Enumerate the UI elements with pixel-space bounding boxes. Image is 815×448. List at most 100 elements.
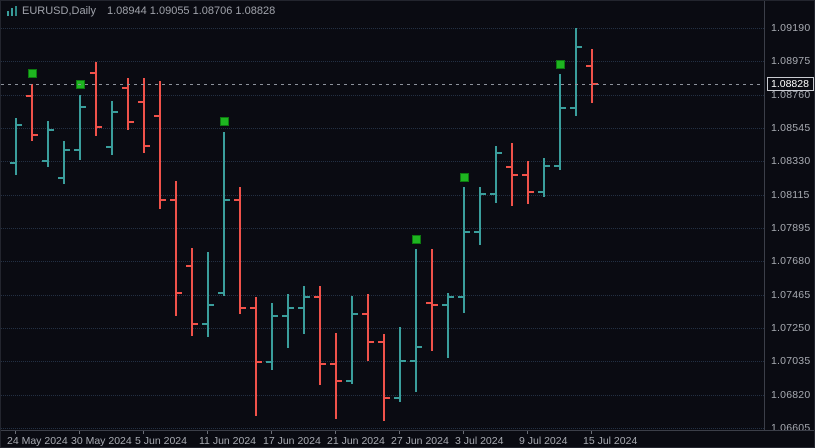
time-axis-label: 21 Jun 2024 [327,435,385,447]
grid-line [1,194,764,196]
time-axis[interactable]: 24 May 2024 30 May 2024 5 Jun 2024 11 Jun 2… [1,430,814,447]
signal-marker-icon [220,117,229,127]
close-tick [97,126,102,129]
close-tick [49,129,54,132]
time-axis-tick [591,431,592,434]
ohlc-bar [111,100,113,155]
open-tick [298,307,303,310]
close-tick [145,144,150,147]
ohlc-bar [495,145,497,203]
ohlc-bar [303,286,305,335]
close-tick [481,192,486,195]
chart-plot-area[interactable] [1,1,764,430]
ohlc-bar [255,297,257,417]
time-axis-tick [15,431,16,434]
ohlc-bar [367,294,369,361]
ohlc-bar [207,252,209,338]
grid-line [1,428,764,429]
open-tick [58,177,63,180]
price-axis[interactable]: 1.08828 1.09190 1.08975 1.08760 1.08545 1.08… [764,1,814,434]
close-tick [433,303,438,306]
ohlc-bar [351,295,353,384]
grid-line [1,394,764,396]
open-tick [474,231,479,234]
ohlc-bar [399,326,401,403]
chart-title-bar: EURUSD,Daily 1.08944 1.09055 1.08706 1.0… [7,4,275,18]
time-axis-label: 3 Jul 2024 [455,435,504,447]
ohlc-bar [47,120,49,168]
chart-icon [7,6,17,16]
grid-line [1,128,764,129]
close-tick [529,191,534,194]
close-tick [65,149,70,152]
ohlc-bar [511,142,513,206]
close-tick [545,164,550,167]
ohlc-bar [287,294,289,349]
ohlc-bar [447,292,449,358]
open-tick [586,65,591,68]
close-tick [113,110,118,113]
open-tick [42,160,47,163]
price-axis-label: 1.07895 [771,222,811,234]
ohlc-values-label: 1.08944 1.09055 1.08706 1.08828 [106,5,276,17]
price-axis-label: 1.07035 [771,355,811,368]
time-axis-tick [399,431,400,434]
close-tick [321,362,326,365]
grid-line [1,61,764,63]
close-tick [81,105,86,108]
ohlc-bar [591,48,593,103]
time-axis-label: 15 Jul 2024 [583,435,638,447]
time-axis-tick [463,431,464,434]
open-tick [282,314,287,317]
price-axis-label: 1.07465 [771,288,811,301]
open-tick [394,396,399,399]
close-tick [177,291,182,294]
signal-marker-icon [28,69,37,79]
open-tick [378,341,383,344]
close-tick [401,359,406,362]
open-tick [10,161,15,164]
close-tick [161,198,166,201]
close-tick [129,121,134,124]
open-tick [442,303,447,306]
time-axis-tick [527,431,528,434]
close-tick [225,198,230,201]
close-tick [513,174,518,176]
open-tick [202,322,207,325]
ohlc-bar [383,334,385,422]
close-tick [465,231,470,234]
open-tick [106,146,111,149]
grid-line [1,261,764,263]
close-tick [369,341,374,344]
ohlc-bar [15,117,17,175]
time-axis-tick [143,431,144,434]
close-tick [337,379,342,382]
ohlc-bar [223,131,225,296]
close-tick [561,107,566,110]
open-tick [170,198,175,201]
ohlc-bar [479,187,481,245]
ohlc-bar [191,247,193,336]
close-tick [385,396,390,399]
open-tick [410,359,415,362]
close-tick [241,307,246,310]
price-axis-label: 1.08330 [771,155,811,168]
open-tick [330,362,335,365]
price-axis-label: 1.08545 [771,122,811,134]
grid-line [1,94,764,96]
close-tick [273,314,278,317]
ohlc-bar [431,249,433,352]
time-axis-tick [271,431,272,434]
price-axis-label: 1.09190 [771,22,811,34]
time-axis-tick [79,431,80,434]
time-axis-tick [207,431,208,434]
ohlc-bar [559,74,561,171]
price-axis-label: 1.08975 [771,55,811,68]
ohlc-bar [239,187,241,315]
price-axis-label: 1.07250 [771,322,811,334]
ohlc-bar [527,161,529,205]
open-tick [234,198,239,201]
current-price-tag: 1.08828 [767,77,814,91]
open-tick [122,87,127,90]
ohlc-bar [143,77,145,154]
